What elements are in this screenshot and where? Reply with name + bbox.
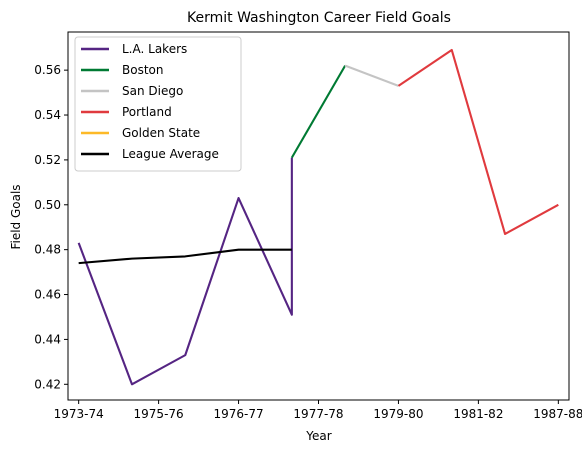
legend-label: Golden State (122, 126, 200, 140)
series-line-2 (344, 64, 399, 87)
x-tick-label: 1976-77 (213, 407, 263, 421)
y-tick-label: 0.46 (34, 288, 61, 302)
chart-title: Kermit Washington Career Field Goals (187, 10, 451, 26)
x-tick-label: 1987-88 (533, 407, 582, 421)
x-tick-label: 1973-74 (54, 407, 104, 421)
y-tick-label: 0.52 (34, 153, 61, 167)
y-axis: 0.42 0.44 0.46 0.48 0.50 0.52 0.54 0.56 (34, 63, 68, 391)
x-tick-label: 1981-82 (453, 407, 503, 421)
series-line-0 (77, 157, 293, 386)
y-tick-label: 0.54 (34, 108, 61, 122)
series-line-5 (78, 248, 292, 265)
y-tick-label: 0.50 (34, 198, 61, 212)
y-tick-label: 0.56 (34, 63, 61, 77)
legend-label: L.A. Lakers (122, 42, 187, 56)
series-line-1 (290, 65, 347, 159)
legend-label: Boston (122, 63, 163, 77)
y-axis-title: Field Goals (9, 184, 23, 249)
x-axis-title: Year (305, 429, 331, 443)
y-tick-label: 0.48 (34, 243, 61, 257)
y-tick-label: 0.44 (34, 332, 61, 346)
legend: L.A. Lakers Boston San Diego Portland Golden… (74, 36, 242, 172)
x-tick-label: 1977-78 (293, 407, 343, 421)
legend-label: Portland (122, 105, 172, 119)
x-tick-label: 1975-76 (134, 407, 184, 421)
legend-label: San Diego (122, 84, 183, 98)
x-axis: 1973-74 1975-76 1976-77 1977-78 1979-80 1981-… (54, 400, 582, 421)
x-tick-label: 1979-80 (373, 407, 423, 421)
series-line-3 (397, 48, 559, 235)
legend-label: League Average (122, 147, 219, 161)
y-tick-label: 0.42 (34, 377, 61, 391)
legend-box (74, 36, 242, 172)
